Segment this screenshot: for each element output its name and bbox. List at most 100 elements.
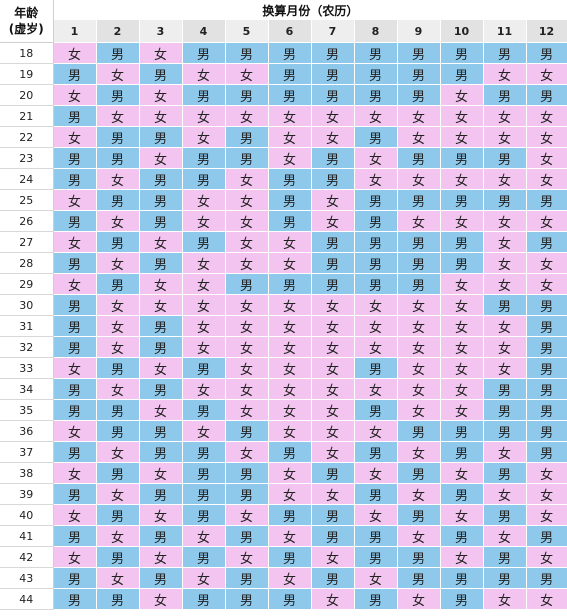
boy-cell: 男 bbox=[138, 567, 183, 589]
girl-cell: 女 bbox=[267, 126, 312, 148]
boy-cell: 男 bbox=[396, 504, 441, 526]
boy-cell: 男 bbox=[52, 525, 97, 547]
boy-cell: 男 bbox=[267, 546, 312, 568]
girl-cell: 女 bbox=[138, 147, 183, 169]
girl-cell: 女 bbox=[138, 546, 183, 568]
girl-cell: 女 bbox=[482, 525, 527, 547]
girl-cell: 女 bbox=[482, 336, 527, 358]
girl-cell: 女 bbox=[353, 294, 398, 316]
boy-cell: 男 bbox=[439, 525, 484, 547]
girl-cell: 女 bbox=[224, 63, 269, 85]
boy-cell: 男 bbox=[181, 504, 226, 526]
girl-cell: 女 bbox=[138, 294, 183, 316]
boy-cell: 男 bbox=[181, 483, 226, 505]
girl-cell: 女 bbox=[482, 126, 527, 148]
boy-cell: 男 bbox=[310, 525, 355, 547]
boy-cell: 男 bbox=[525, 525, 567, 547]
boy-cell: 男 bbox=[482, 189, 527, 211]
girl-cell: 女 bbox=[224, 315, 269, 337]
girl-cell: 女 bbox=[439, 84, 484, 106]
boy-cell: 男 bbox=[396, 63, 441, 85]
age-cell: 25 bbox=[0, 189, 54, 211]
boy-cell: 男 bbox=[310, 84, 355, 106]
age-header-line2: (虚岁) bbox=[8, 22, 44, 36]
boy-cell: 男 bbox=[482, 42, 527, 64]
girl-cell: 女 bbox=[181, 63, 226, 85]
table-row: 41 男女男女男女男男女男女男 bbox=[0, 525, 567, 547]
age-cell: 26 bbox=[0, 210, 54, 232]
boy-cell: 男 bbox=[52, 336, 97, 358]
boy-cell: 男 bbox=[353, 525, 398, 547]
girl-cell: 女 bbox=[95, 315, 140, 337]
boy-cell: 男 bbox=[95, 273, 140, 295]
boy-cell: 男 bbox=[353, 399, 398, 421]
girl-cell: 女 bbox=[353, 147, 398, 169]
girl-cell: 女 bbox=[310, 546, 355, 568]
boy-cell: 男 bbox=[482, 378, 527, 400]
girl-cell: 女 bbox=[525, 105, 567, 127]
girl-cell: 女 bbox=[353, 420, 398, 442]
girl-cell: 女 bbox=[224, 441, 269, 463]
boy-cell: 男 bbox=[353, 210, 398, 232]
boy-cell: 男 bbox=[439, 147, 484, 169]
boy-cell: 男 bbox=[52, 315, 97, 337]
girl-cell: 女 bbox=[482, 441, 527, 463]
girl-cell: 女 bbox=[267, 315, 312, 337]
boy-cell: 男 bbox=[353, 441, 398, 463]
girl-cell: 女 bbox=[224, 546, 269, 568]
girl-cell: 女 bbox=[482, 105, 527, 127]
boy-cell: 男 bbox=[353, 42, 398, 64]
boy-cell: 男 bbox=[439, 588, 484, 610]
girl-cell: 女 bbox=[181, 336, 226, 358]
age-cell: 37 bbox=[0, 441, 54, 463]
boy-cell: 男 bbox=[138, 210, 183, 232]
month-header-1: 1 bbox=[52, 20, 97, 44]
boy-cell: 男 bbox=[267, 588, 312, 610]
boy-cell: 男 bbox=[138, 420, 183, 442]
girl-cell: 女 bbox=[95, 252, 140, 274]
boy-cell: 男 bbox=[396, 252, 441, 274]
girl-cell: 女 bbox=[181, 294, 226, 316]
girl-cell: 女 bbox=[439, 273, 484, 295]
boy-cell: 男 bbox=[396, 189, 441, 211]
table-row: 31 男女男女女女女女女女女男 bbox=[0, 315, 567, 337]
age-cell: 35 bbox=[0, 399, 54, 421]
boy-cell: 男 bbox=[224, 42, 269, 64]
boy-cell: 男 bbox=[439, 231, 484, 253]
girl-cell: 女 bbox=[310, 294, 355, 316]
girl-cell: 女 bbox=[353, 462, 398, 484]
boy-cell: 男 bbox=[396, 567, 441, 589]
girl-cell: 女 bbox=[52, 231, 97, 253]
girl-cell: 女 bbox=[267, 231, 312, 253]
girl-cell: 女 bbox=[95, 336, 140, 358]
boy-cell: 男 bbox=[95, 147, 140, 169]
boy-cell: 男 bbox=[138, 168, 183, 190]
girl-cell: 女 bbox=[224, 399, 269, 421]
girl-cell: 女 bbox=[353, 504, 398, 526]
boy-cell: 男 bbox=[482, 399, 527, 421]
girl-cell: 女 bbox=[224, 378, 269, 400]
boy-cell: 男 bbox=[396, 420, 441, 442]
boy-cell: 男 bbox=[310, 168, 355, 190]
boy-cell: 男 bbox=[224, 84, 269, 106]
table-row: 19 男女男女女男男男男男女女 bbox=[0, 63, 567, 85]
table-row: 35 男男女男女女女男女女男男 bbox=[0, 399, 567, 421]
girl-cell: 女 bbox=[95, 63, 140, 85]
boy-cell: 男 bbox=[267, 210, 312, 232]
chart-body: 18 女男女男男男男男男男男男 19 男女男女女男男男男男女女 20 女男女男男男男男男女… bbox=[0, 42, 567, 610]
girl-cell: 女 bbox=[95, 210, 140, 232]
girl-cell: 女 bbox=[267, 294, 312, 316]
boy-cell: 男 bbox=[95, 42, 140, 64]
girl-cell: 女 bbox=[267, 336, 312, 358]
girl-cell: 女 bbox=[267, 420, 312, 442]
girl-cell: 女 bbox=[353, 336, 398, 358]
girl-cell: 女 bbox=[525, 63, 567, 85]
girl-cell: 女 bbox=[181, 189, 226, 211]
girl-cell: 女 bbox=[396, 168, 441, 190]
boy-cell: 男 bbox=[224, 420, 269, 442]
girl-cell: 女 bbox=[267, 378, 312, 400]
girl-cell: 女 bbox=[181, 420, 226, 442]
boy-cell: 男 bbox=[181, 231, 226, 253]
girl-cell: 女 bbox=[525, 588, 567, 610]
girl-cell: 女 bbox=[439, 315, 484, 337]
